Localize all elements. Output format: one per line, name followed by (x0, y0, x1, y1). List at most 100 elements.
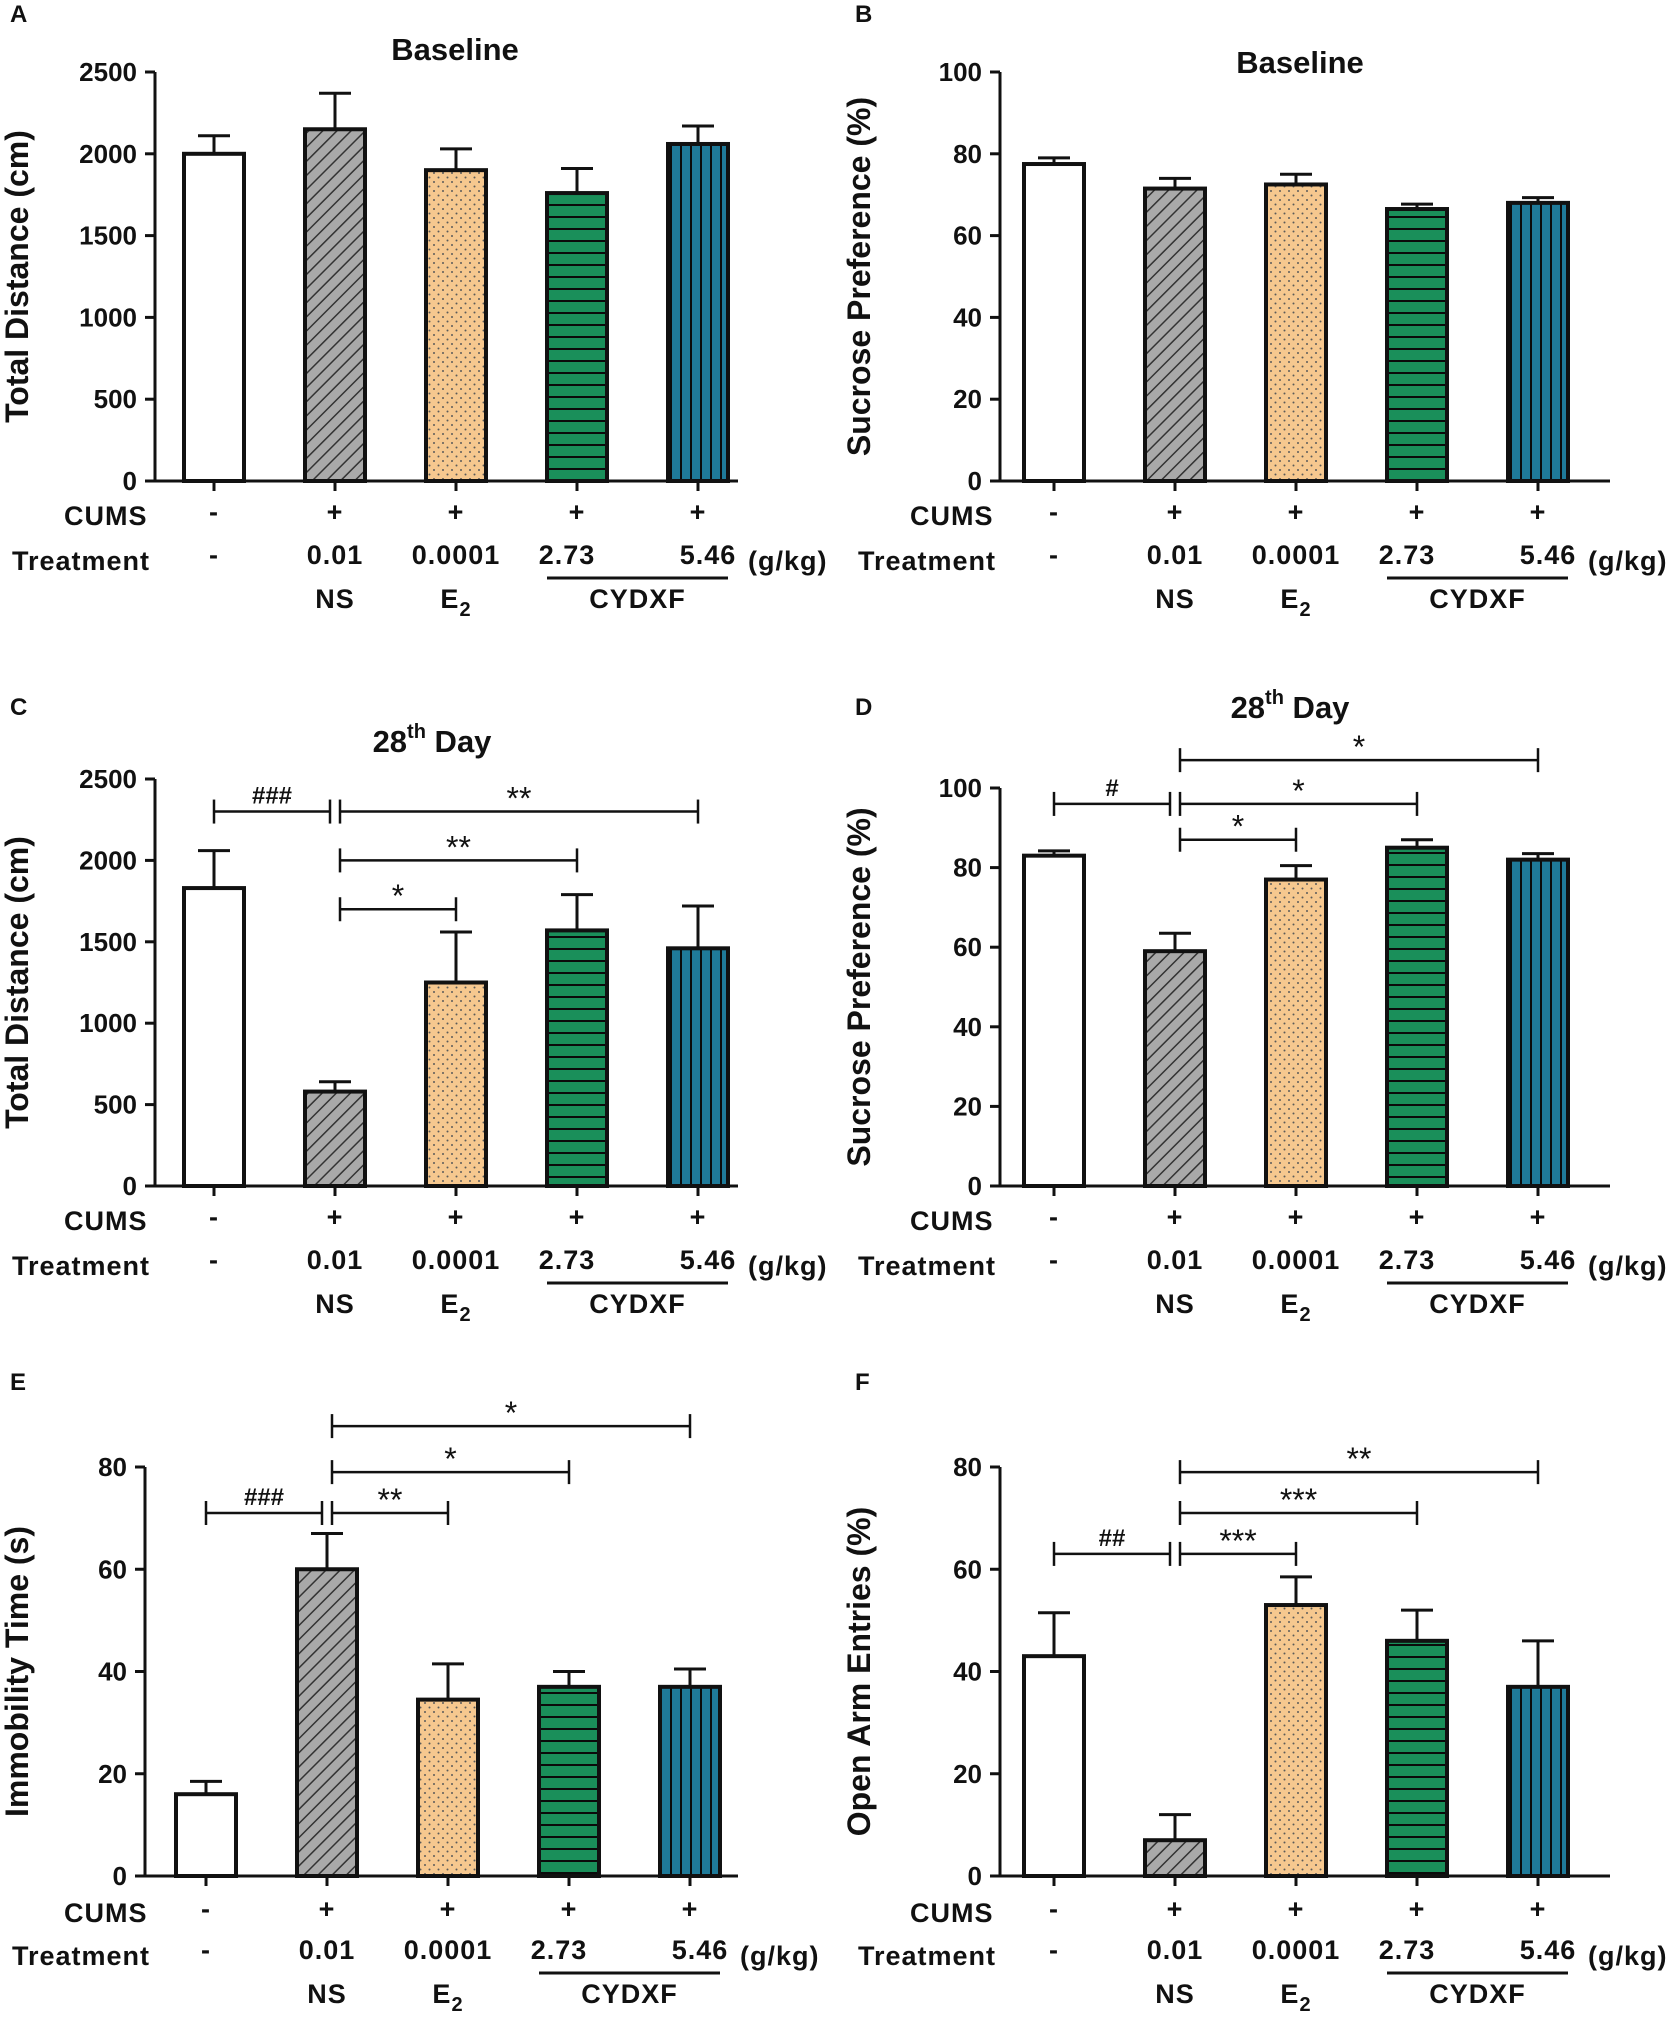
cums-row-label: CUMS (910, 501, 994, 531)
significance-label: *** (1280, 1482, 1317, 1518)
treatment-row-label: Treatment (858, 1941, 996, 1971)
cums-value: - (1049, 1202, 1059, 1232)
cums-value: + (1530, 497, 1547, 527)
panel-letter: D (855, 694, 872, 721)
significance-label: ## (1099, 1525, 1126, 1552)
cums-value: + (327, 1202, 344, 1232)
significance-label: ** (446, 829, 471, 865)
y-tick-label: 0 (968, 1861, 982, 1891)
bar-e2-0-0001 (416, 1697, 480, 1879)
plot-area: 0 500 1000 1500 2000 2500 Total Distance (cm) 2… (0, 721, 827, 1326)
panel-a: A 0 500 1000 1500 2000 2500 Total Distance (cm… (0, 1, 828, 621)
y-tick-label: 20 (953, 384, 982, 414)
dose-value: 5.46 (680, 540, 737, 570)
y-axis-label: Sucrose Preference (%) (841, 807, 877, 1166)
dose-value: 0.01 (1147, 540, 1204, 570)
cums-row-label: CUMS (910, 1206, 994, 1236)
bar-control (182, 886, 246, 1188)
plot-area: 0 20 40 60 80 100 Sucrose Preference (%) 28th D… (841, 687, 1667, 1326)
group-name-e2: E2 (440, 1289, 471, 1326)
y-tick-label: 20 (953, 1759, 982, 1789)
bar-ns-0-01 (1143, 1838, 1207, 1879)
y-tick-label: 60 (953, 932, 982, 962)
y-axis-label: Immobility Time (s) (0, 1526, 35, 1817)
group-name-ns: NS (1155, 1979, 1195, 2009)
bar-cydxf-5-46 (666, 141, 730, 483)
chart-title: Baseline (1236, 45, 1364, 80)
dose-value: 0.0001 (1252, 540, 1341, 570)
y-axis-label: Total Distance (cm) (0, 836, 35, 1129)
y-tick-label: 80 (98, 1452, 127, 1482)
cums-value: + (1288, 497, 1305, 527)
dose-value: 0.01 (307, 1245, 364, 1275)
bar-cydxf-5-46 (1506, 200, 1570, 483)
panel-b: B 0 20 40 60 80 100 Sucrose Preference (%) Base… (841, 1, 1667, 621)
bar-cydxf-2-73 (545, 191, 609, 483)
y-tick-label: 60 (953, 221, 982, 251)
group-name-ns: NS (1155, 584, 1195, 614)
dose-value: 0.01 (307, 540, 364, 570)
bar-e2-0-0001 (424, 168, 488, 483)
cums-value: + (569, 1202, 586, 1232)
dose-value: 0.0001 (1252, 1245, 1341, 1275)
cums-value: - (209, 497, 219, 527)
y-tick-label: 2500 (79, 764, 137, 794)
cums-row-label: CUMS (64, 501, 148, 531)
bar-e2-0-0001 (424, 980, 488, 1188)
y-tick-label: 1000 (79, 1008, 137, 1038)
cums-value: + (1409, 1202, 1426, 1232)
cums-row-label: CUMS (64, 1898, 148, 1928)
chart-title: 28th Day (373, 721, 493, 759)
treatment-row-label: Treatment (12, 546, 150, 576)
panel-letter: A (10, 1, 27, 28)
significance-label: * (444, 1441, 456, 1477)
dose-unit: (g/kg) (1588, 546, 1667, 576)
cums-value: + (1167, 497, 1184, 527)
group-name-cydxf: CYDXF (581, 1979, 678, 2009)
bar-cydxf-5-46 (666, 946, 730, 1189)
y-tick-label: 2000 (79, 139, 137, 169)
dose-value: 0.01 (1147, 1245, 1204, 1275)
group-name-ns: NS (315, 584, 355, 614)
cums-value: + (1288, 1894, 1305, 1924)
plot-area: 0 500 1000 1500 2000 2500 Total Distance (cm) B… (0, 32, 828, 621)
panel-letter: B (855, 1, 872, 28)
y-tick-label: 100 (939, 57, 982, 87)
cums-value: + (690, 1202, 707, 1232)
y-tick-label: 40 (953, 1657, 982, 1687)
panel-letter: E (10, 1369, 26, 1396)
y-tick-label: 80 (953, 139, 982, 169)
panel-letter: F (855, 1369, 870, 1396)
treatment-row-label: Treatment (858, 546, 996, 576)
dose-value: 0.01 (299, 1935, 356, 1965)
significance-label: ** (1347, 1441, 1372, 1477)
dose-unit: (g/kg) (1588, 1251, 1667, 1281)
bar-cydxf-5-46 (1506, 1684, 1570, 1879)
cums-value: - (209, 1202, 219, 1232)
y-tick-label: 1500 (79, 927, 137, 957)
y-tick-label: 2500 (79, 57, 137, 87)
y-tick-label: 40 (953, 1012, 982, 1042)
significance-label: ** (507, 781, 532, 817)
dose-value: - (209, 1245, 219, 1275)
cums-value: + (569, 497, 586, 527)
dose-value: 5.46 (1520, 1935, 1577, 1965)
bar-e2-0-0001 (1264, 877, 1328, 1188)
y-tick-label: 0 (113, 1861, 127, 1891)
y-tick-label: 60 (953, 1554, 982, 1584)
bar-ns-0-01 (1143, 186, 1207, 483)
group-name-cydxf: CYDXF (589, 1289, 686, 1319)
dose-unit: (g/kg) (748, 546, 828, 576)
group-name-e2: E2 (1280, 1289, 1311, 1326)
y-tick-label: 0 (123, 1171, 137, 1201)
cums-value: - (1049, 497, 1059, 527)
group-name-e2: E2 (432, 1979, 463, 2016)
treatment-row-label: Treatment (858, 1251, 996, 1281)
y-tick-label: 500 (94, 1090, 137, 1120)
cums-value: + (319, 1894, 336, 1924)
dose-value: 5.46 (1520, 1245, 1577, 1275)
significance-label: * (1353, 729, 1365, 765)
dose-value: - (201, 1935, 211, 1965)
